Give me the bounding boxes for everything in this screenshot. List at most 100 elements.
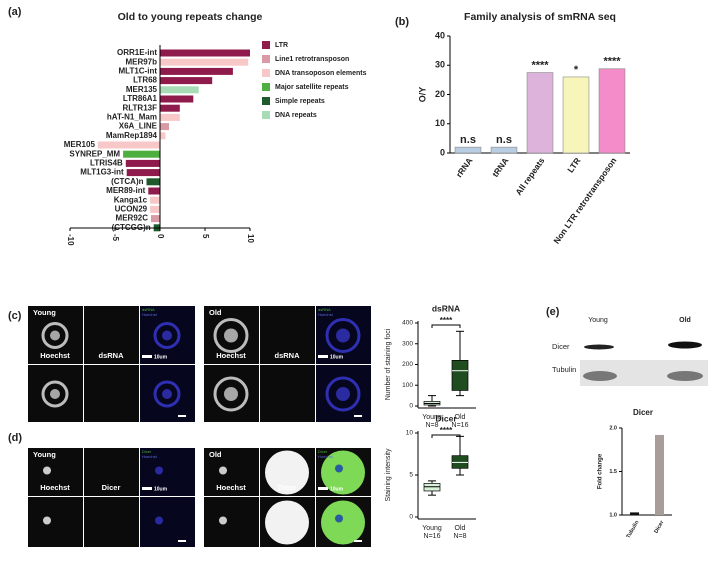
- x-tick-label: 10: [246, 234, 255, 243]
- y-tick-label: 1.0: [609, 512, 617, 518]
- chart-title: Family analysis of smRNA seq: [464, 11, 616, 23]
- n-label: N=8: [453, 533, 466, 540]
- nucleus: [219, 516, 227, 525]
- bar: [630, 512, 639, 515]
- nucleus-core: [224, 387, 238, 401]
- micrograph: [204, 448, 259, 496]
- category-label: MER92C: [116, 214, 149, 223]
- stain-label: Hoechst: [216, 351, 246, 360]
- category-label: MLT1G3-int: [80, 168, 124, 177]
- nucleus: [41, 322, 69, 349]
- merge-label: Dicer: [142, 449, 152, 454]
- micrograph: [28, 448, 83, 496]
- merge-label: Hoechst: [142, 312, 158, 317]
- merge-label: dsRNA: [318, 307, 331, 312]
- category-label: RLTR13F: [122, 103, 157, 112]
- x-tick-label: Young: [422, 525, 442, 532]
- category-label: Kanga1c: [114, 195, 148, 204]
- merge-label: Dicer: [318, 449, 328, 454]
- nucleus-core: [336, 328, 350, 343]
- bar: [490, 146, 518, 154]
- nucleus: [153, 322, 181, 349]
- bar: [150, 205, 160, 213]
- panel-label: (a): [8, 6, 22, 18]
- legend-label: DNA transoposon elements: [275, 70, 367, 77]
- category-label: SYNREP_MM: [69, 149, 120, 158]
- oocyte: [321, 450, 365, 495]
- category-label: MLT1C-int: [118, 67, 157, 76]
- bar: [151, 215, 160, 223]
- oocyte: [265, 500, 309, 545]
- bar: [160, 104, 180, 112]
- stain-label: dsRNA: [98, 351, 124, 360]
- scale-bar: [142, 487, 152, 490]
- annotation: n.s: [460, 134, 476, 146]
- y-tick-label: 0: [409, 403, 413, 410]
- scale-bar: [178, 415, 186, 417]
- bar: [148, 187, 160, 195]
- bar: [160, 113, 180, 121]
- micrograph: [84, 497, 139, 547]
- nucleus-core: [50, 389, 60, 399]
- category-label: X6A_LINE: [119, 122, 158, 131]
- nucleus: [155, 466, 163, 475]
- significance-bracket: [431, 324, 461, 328]
- x-tick-label: -5: [111, 234, 120, 242]
- significance-bracket: [431, 434, 461, 438]
- scale-label: 10um: [330, 486, 344, 492]
- legend-swatch: [262, 83, 270, 91]
- legend-label: Line1 retrotransposon: [275, 56, 349, 63]
- y-tick-label: 40: [435, 30, 445, 40]
- nucleus: [41, 380, 69, 408]
- bar: [160, 123, 169, 131]
- stain-label: Hoechst: [40, 483, 70, 492]
- bar: [97, 141, 160, 149]
- annotation: *: [574, 64, 579, 76]
- nucleus: [153, 380, 181, 408]
- category-label: MamRep1894: [106, 131, 158, 140]
- legend-swatch: [262, 111, 270, 119]
- y-axis-label: O/Y: [417, 87, 427, 103]
- nucleus: [213, 376, 249, 412]
- bar: [598, 68, 626, 154]
- x-tick-label: Non LTR retrotransposon: [551, 156, 618, 246]
- n-label: N=16: [424, 533, 441, 540]
- scale-bar: [318, 355, 328, 358]
- y-axis-label: Number of staining foci: [385, 328, 392, 400]
- y-tick-label: 10: [435, 118, 445, 128]
- nucleus: [219, 466, 227, 475]
- y-axis-label: Fold change: [598, 453, 604, 489]
- sample-label: Old: [209, 308, 222, 317]
- band: [583, 371, 617, 381]
- category-label: LTRIS4B: [90, 159, 123, 168]
- category-label: MER89-int: [106, 186, 145, 195]
- legend-swatch: [262, 55, 270, 63]
- y-tick-label: 0: [409, 514, 413, 521]
- y-tick-label: 10: [406, 430, 414, 437]
- sample-label: Young: [33, 450, 56, 459]
- scale-bar: [318, 487, 328, 490]
- annotation: n.s: [496, 134, 512, 146]
- nucleus-core: [336, 387, 350, 401]
- bar: [123, 150, 160, 158]
- annotation: ****: [603, 56, 621, 68]
- scale-bar: [354, 540, 362, 542]
- nucleus-core: [50, 330, 60, 341]
- x-tick-label: Young: [422, 414, 442, 421]
- y-tick-label: 400: [402, 320, 413, 327]
- category-label: MER105: [64, 140, 96, 149]
- stain-label: Dicer: [278, 483, 297, 492]
- category-label: MER135: [126, 85, 158, 94]
- nucleus-core: [162, 389, 172, 399]
- stain-label: Dicer: [102, 483, 121, 492]
- category-label: MER97b: [125, 57, 157, 66]
- scale-label: 10um: [330, 354, 344, 360]
- x-tick-label: -10: [66, 234, 75, 246]
- nucleus: [325, 318, 361, 353]
- bar: [160, 77, 213, 85]
- y-tick-label: 2.0: [609, 425, 617, 431]
- stain-label: Hoechst: [216, 483, 246, 492]
- bar: [655, 434, 664, 515]
- box: [451, 360, 469, 391]
- bar: [454, 146, 482, 154]
